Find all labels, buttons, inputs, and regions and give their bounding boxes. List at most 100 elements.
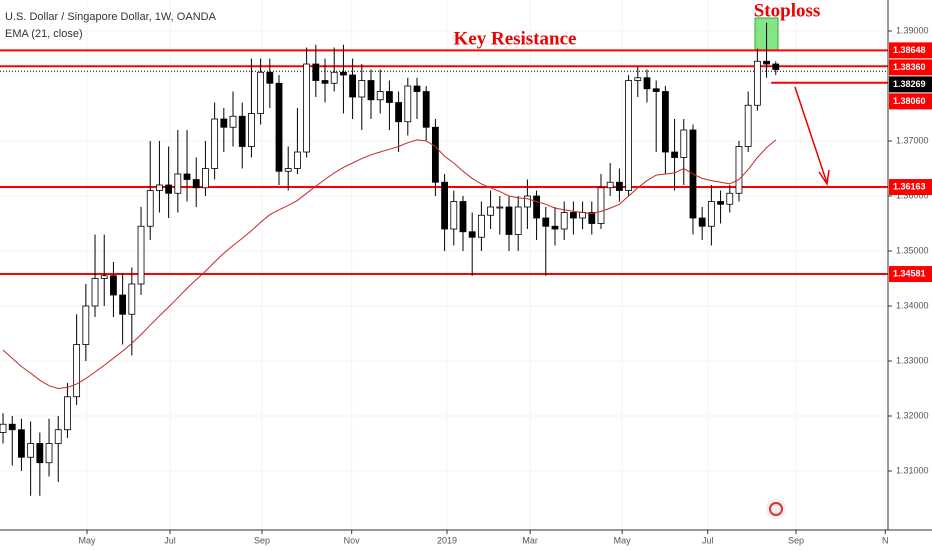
annotation: Stoploss xyxy=(754,0,821,21)
candle-body xyxy=(73,344,81,398)
candle-body xyxy=(312,63,320,81)
y-tick-label: 1.35000 xyxy=(896,245,929,255)
candle-body xyxy=(726,192,734,205)
candle-body xyxy=(340,71,347,76)
candle-body xyxy=(431,126,439,183)
candle-body xyxy=(146,190,154,227)
x-tick-label: 2019 xyxy=(437,535,457,545)
axes: 1.39000 1.37000 1.36000 1.35000 1.34000 1.330… xyxy=(79,25,932,545)
candle-body xyxy=(91,278,99,307)
candle-body xyxy=(110,275,117,296)
price-label-box xyxy=(889,266,932,283)
candle-body xyxy=(680,129,688,158)
x-tick-label: Jul xyxy=(702,535,714,545)
candle-body xyxy=(321,80,329,84)
candle-body xyxy=(560,212,568,230)
candle-body xyxy=(54,429,62,444)
candle-body xyxy=(441,181,448,230)
x-tick-label: Jul xyxy=(164,535,176,545)
candle-body xyxy=(533,195,540,219)
candle-body xyxy=(202,168,209,189)
candle-body xyxy=(514,206,522,235)
price-label-box xyxy=(889,42,932,59)
x-tick-label: May xyxy=(79,535,97,545)
candle-body xyxy=(772,63,780,70)
candle-body xyxy=(661,91,669,153)
candle-body xyxy=(238,115,246,147)
candle-body xyxy=(615,181,623,191)
candle-body xyxy=(284,168,292,172)
candle-body xyxy=(18,429,25,458)
candle-body xyxy=(192,179,200,189)
candle-body xyxy=(735,146,743,194)
candle-body xyxy=(386,91,393,103)
candle-body xyxy=(459,201,467,233)
candle-body xyxy=(128,283,136,315)
arrow xyxy=(794,86,830,187)
watermark xyxy=(766,499,786,519)
candle-body xyxy=(82,305,90,345)
candle-body xyxy=(27,443,35,458)
candle-body xyxy=(275,82,283,172)
candle-body xyxy=(376,91,384,101)
y-tick-label: 1.33000 xyxy=(896,355,929,365)
candle-body xyxy=(717,201,724,205)
candle-body xyxy=(294,151,301,169)
x-tick-label: May xyxy=(614,535,632,545)
candle-body xyxy=(496,206,504,209)
x-tick-label: Sep xyxy=(254,535,270,545)
y-tick-label: 1.37000 xyxy=(896,135,929,145)
price-label: 1.36163 xyxy=(893,181,926,191)
candle-body xyxy=(422,91,430,128)
candle-body xyxy=(211,118,219,169)
candle-body xyxy=(698,217,706,227)
indicator-label: EMA (21, close) xyxy=(5,28,83,40)
candle-body xyxy=(349,74,357,98)
y-tick-label: 1.36000 xyxy=(896,190,929,200)
price-label-box xyxy=(889,179,932,196)
candle-body xyxy=(551,225,559,230)
x-tick-label: Nov xyxy=(344,535,361,545)
candle-body xyxy=(643,77,651,90)
candle-body xyxy=(597,187,605,224)
candle-body xyxy=(542,217,550,227)
candle-body xyxy=(744,104,752,147)
x-tick-label: Sep xyxy=(788,535,804,545)
candle-body xyxy=(165,184,173,194)
y-tick-label: 1.34000 xyxy=(896,300,929,310)
candle-body xyxy=(468,231,476,238)
price-label: 1.38360 xyxy=(893,62,926,72)
candle-body xyxy=(579,212,586,219)
candle-body xyxy=(588,212,596,224)
candle-body xyxy=(137,225,145,285)
price-label: 1.38060 xyxy=(893,96,926,106)
x-tick-label: Mar xyxy=(522,535,538,545)
candle-body xyxy=(45,443,53,464)
price-label-box xyxy=(889,76,932,93)
price-label-box xyxy=(889,93,932,110)
candle-body xyxy=(450,201,458,230)
candle-body xyxy=(671,151,678,158)
price-label: 1.38269 xyxy=(893,79,926,89)
candle-body xyxy=(174,173,182,194)
candle-body xyxy=(36,443,44,464)
candle-body xyxy=(156,184,163,191)
candle-body xyxy=(652,88,660,92)
candle-body xyxy=(707,201,715,227)
candle-body xyxy=(413,85,421,92)
candle-body xyxy=(266,71,274,84)
candle-body xyxy=(606,181,614,189)
candle-body xyxy=(303,63,311,153)
price-label: 1.34581 xyxy=(893,268,926,278)
candle-body xyxy=(487,206,494,216)
candle-body xyxy=(404,85,412,123)
candle-body xyxy=(220,118,228,128)
candle-body xyxy=(763,60,770,65)
candle-body xyxy=(0,423,7,433)
watermark-circle xyxy=(766,499,786,519)
candle-body xyxy=(523,195,531,208)
candle-body xyxy=(395,102,403,123)
plot xyxy=(0,22,780,496)
y-tick-label: 1.39000 xyxy=(896,25,929,35)
candle-body xyxy=(505,206,513,235)
